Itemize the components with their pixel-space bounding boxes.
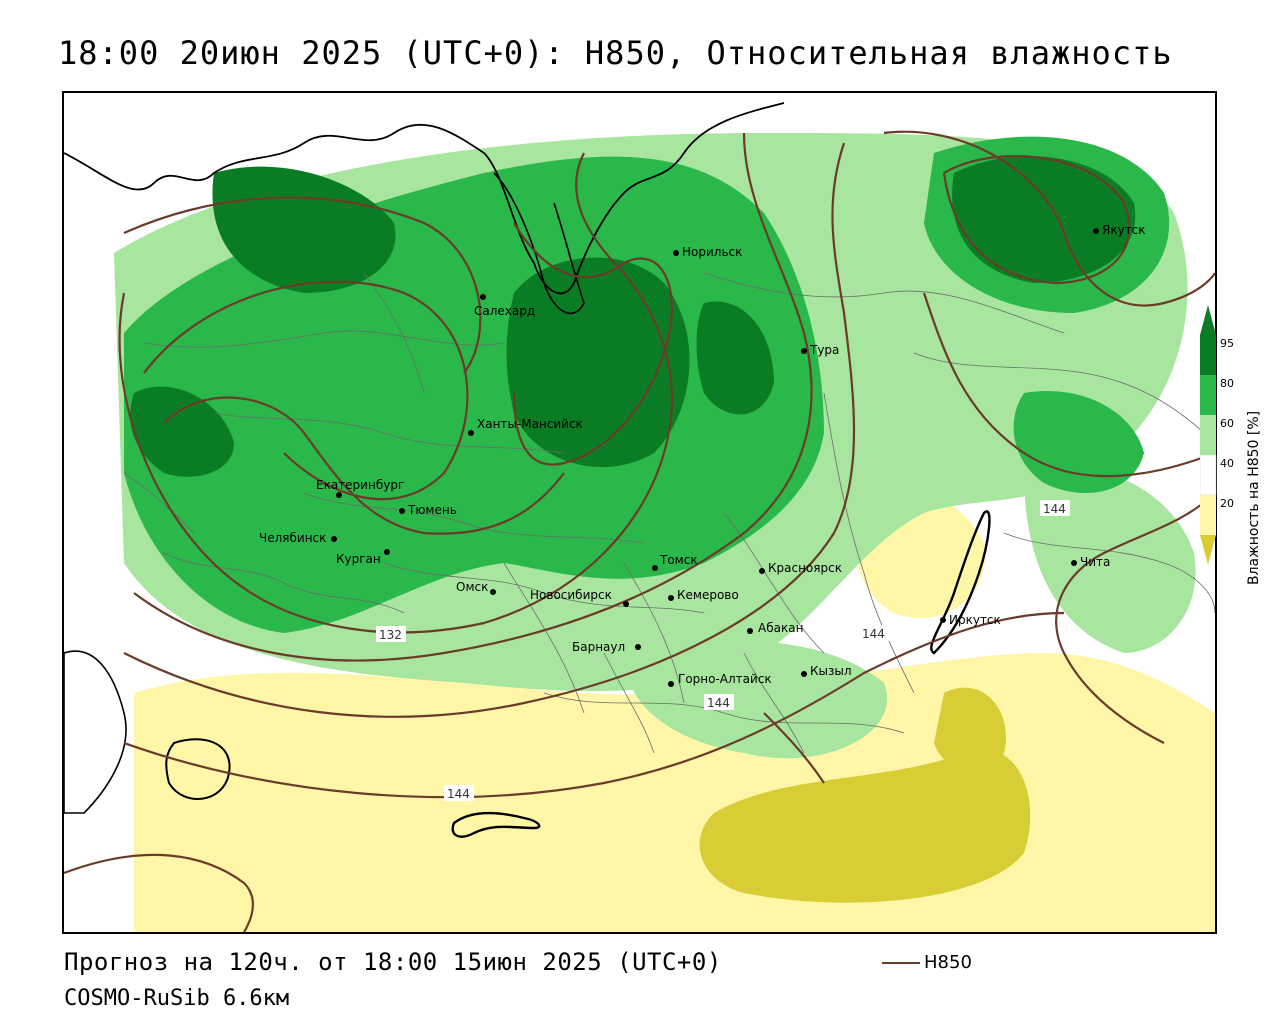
model-name: COSMO-RuSib 6.6км [64, 986, 290, 1011]
high-humidity-east [1013, 391, 1144, 493]
isohypse-label: 144 [707, 696, 730, 710]
city-label: Абакан [758, 621, 803, 635]
city-dot [759, 568, 765, 574]
very-high-humidity-region [506, 257, 690, 468]
city-dot [940, 617, 946, 623]
city-label: Горно-Алтайск [678, 672, 772, 686]
city-label: Томск [659, 553, 698, 567]
medium-humidity-southeast [624, 640, 888, 759]
city-label: Ханты-Мансийск [477, 417, 583, 431]
forecast-info: Прогноз на 120ч. от 18:00 15июн 2025 (UT… [64, 948, 722, 976]
city-dot [1093, 228, 1099, 234]
city-dot [336, 492, 342, 498]
very-dry-region [699, 749, 1031, 903]
lake-balkhash [451, 811, 541, 838]
legend-tick: 60 [1220, 417, 1234, 430]
legend-tick: 20 [1220, 497, 1234, 510]
legend-title: Влажность на H850 [%] [1246, 410, 1262, 585]
city-label: Курган [336, 552, 381, 566]
caspian-sea-edge [64, 650, 127, 814]
contour-legend: H850 [882, 952, 972, 973]
city-dot [747, 628, 753, 634]
city-label: Кызыл [810, 664, 852, 678]
city-dot [480, 294, 486, 300]
legend-colorbar: 95 80 60 40 20 [1199, 305, 1234, 565]
city-dot [1071, 560, 1077, 566]
city-label: Кемерово [677, 588, 739, 602]
isohypse-label: 132 [379, 628, 402, 642]
city-dot [384, 549, 390, 555]
isohypse-label: 144 [447, 787, 470, 801]
isohypse-label: 144 [862, 627, 885, 641]
very-high-humidity-northeast [952, 156, 1136, 283]
city-label: Екатеринбург [316, 478, 404, 492]
coastline [64, 102, 785, 295]
city-label: Тура [809, 343, 839, 357]
city-dot [668, 681, 674, 687]
legend-band-dry [1200, 495, 1216, 535]
city-dot [652, 565, 658, 571]
city-label: Барнаул [572, 640, 625, 654]
city-label: Якутск [1102, 223, 1146, 237]
city-dot [668, 595, 674, 601]
city-dot [673, 250, 679, 256]
yamal-peninsula [493, 172, 585, 315]
city-dot [490, 589, 496, 595]
city-label: Чита [1080, 555, 1110, 569]
isohypse-label-group: 132 144 144 144 144 [376, 500, 1070, 801]
map-area[interactable]: 132 144 144 144 144 Норильск Якутск Сале… [62, 91, 1217, 934]
very-high-humidity-central [696, 301, 774, 415]
city-label: Салехард [474, 304, 535, 318]
legend-tick: 40 [1220, 457, 1234, 470]
city-label: Новосибирск [530, 588, 612, 602]
legend-band-high [1200, 375, 1216, 415]
city-label: Омск [456, 580, 488, 594]
very-dry-region-2 [934, 687, 1006, 772]
legend-tick: 95 [1220, 337, 1234, 350]
city-dot [801, 671, 807, 677]
legend-band-low [1199, 454, 1217, 496]
city-dot [468, 430, 474, 436]
city-label: Красноярск [768, 561, 842, 575]
city-markers: Норильск Якутск Салехард Тура Ханты-Манс… [259, 223, 1146, 687]
h850-isohypses [64, 130, 1215, 932]
isohypse-label: 144 [1043, 502, 1066, 516]
contour-legend-label: H850 [924, 952, 972, 973]
very-high-humidity-southwest [130, 386, 234, 477]
humidity-map: 132 144 144 144 144 Норильск Якутск Сале… [64, 93, 1215, 932]
lake-baikal [930, 510, 991, 655]
city-dot [801, 348, 807, 354]
humidity-legend: 95 80 60 40 20 [1199, 305, 1270, 595]
city-dot [623, 601, 629, 607]
contour-line-sample [882, 961, 920, 964]
legend-band-very-high [1200, 335, 1216, 375]
legend-arrow-top [1200, 305, 1216, 335]
legend-tick: 80 [1220, 377, 1234, 390]
city-dot [635, 644, 641, 650]
aral-sea [165, 738, 231, 800]
admin-borders [123, 272, 1215, 754]
city-label: Иркутск [949, 613, 1001, 627]
city-dot [331, 536, 337, 542]
city-dot [399, 508, 405, 514]
legend-band-medium [1200, 415, 1216, 455]
legend-arrow-bottom [1200, 535, 1216, 565]
map-title: 18:00 20июн 2025 (UTC+0): H850, Относите… [58, 34, 1173, 72]
city-label: Тюмень [407, 503, 457, 517]
city-label: Норильск [682, 245, 742, 259]
city-label: Челябинск [259, 531, 326, 545]
